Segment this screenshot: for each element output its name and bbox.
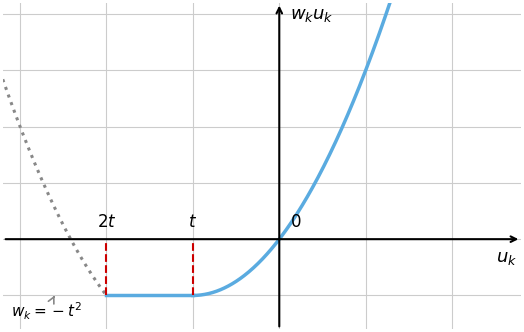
Text: $w_k = -t^2$: $w_k = -t^2$ <box>12 297 83 321</box>
Text: $u_k$: $u_k$ <box>496 249 517 267</box>
Text: $w_k u_k$: $w_k u_k$ <box>290 6 333 24</box>
Text: $2t$: $2t$ <box>96 214 116 231</box>
Text: $t$: $t$ <box>188 214 198 231</box>
Text: $0$: $0$ <box>290 214 301 231</box>
Text: $w_k = u_k - 2t$: $w_k = u_k - 2t$ <box>0 331 1 332</box>
